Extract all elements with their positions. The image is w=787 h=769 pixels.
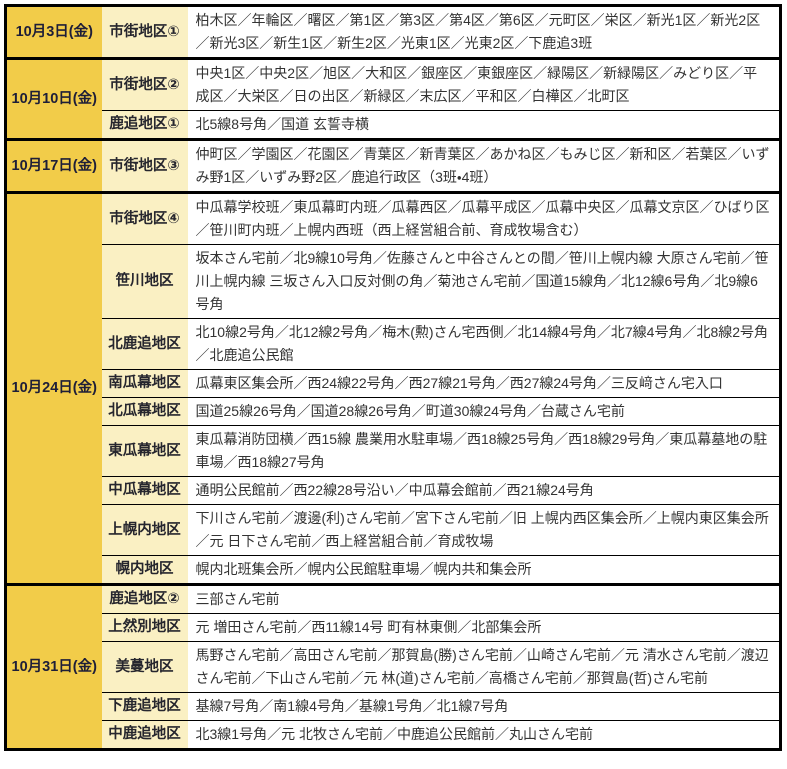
table-row: 10月3日(金) 市街地区① 柏木区／年輪区／曙区／第1区／第3区／第4区／第6… bbox=[5, 4, 781, 59]
district-cell: 中鹿追地区 bbox=[101, 720, 188, 750]
district-cell: 市街地区① bbox=[101, 4, 188, 59]
table-row: 上然別地区 元 増田さん宅前／西11線14号 町有林東側／北部集会所 bbox=[6, 613, 781, 642]
table-row: 10月10日(金) 市街地区② 中央1区／中央2区／旭区／大和区／銀座区／東銀座… bbox=[5, 57, 781, 140]
locations-cell: 通明公民館前／西22線28号沿い／中瓜幕会館前／西21線24号角 bbox=[187, 476, 781, 505]
locations-cell: 東瓜幕消防団横／西15線 農業用水駐車場／西18線25号角／西18線29号角／東… bbox=[187, 425, 781, 477]
date-cell: 10月10日(金) bbox=[5, 57, 102, 140]
table-row: 北鹿追地区 北10線2号角／北12線2号角／梅木(勲)さん宅西側／北14線4号角… bbox=[6, 318, 781, 370]
district-cell: 笹川地区 bbox=[101, 244, 188, 319]
locations-cell: 元 増田さん宅前／西11線14号 町有林東側／北部集会所 bbox=[187, 613, 781, 642]
table-row: 南瓜幕地区 瓜幕東区集会所／西24線22号角／西27線21号角／西27線24号角… bbox=[6, 369, 781, 398]
district-cell: 市街地区④ bbox=[101, 191, 188, 245]
locations-cell: 仲町区／学園区／花園区／青葉区／新青葉区／あかね区／もみじ区／新和区／若葉区／い… bbox=[187, 138, 781, 193]
table-row: 東瓜幕地区 東瓜幕消防団横／西15線 農業用水駐車場／西18線25号角／西18線… bbox=[6, 425, 781, 477]
table-row: 美蔓地区 馬野さん宅前／高田さん宅前／那賀島(勝)さん宅前／山崎さん宅前／元 清… bbox=[6, 641, 781, 693]
locations-cell: 北3線1号角／元 北牧さん宅前／中鹿追公民館前／丸山さん宅前 bbox=[187, 720, 781, 750]
locations-cell: 幌内北班集会所／幌内公民館駐車場／幌内共和集会所 bbox=[187, 555, 781, 585]
table-row: 幌内地区 幌内北班集会所／幌内公民館駐車場／幌内共和集会所 bbox=[6, 555, 781, 585]
district-cell: 市街地区② bbox=[101, 57, 188, 111]
district-cell: 美蔓地区 bbox=[101, 641, 188, 693]
locations-cell: 下川さん宅前／渡邊(利)さん宅前／宮下さん宅前／旧 上幌内西区集会所／上幌内東区… bbox=[187, 504, 781, 556]
district-cell: 幌内地区 bbox=[101, 555, 188, 585]
table-row: 北瓜幕地区 国道25線26号角／国道28線26号角／町道30線24号角／台蔵さん… bbox=[6, 397, 781, 426]
table-row: 10月17日(金) 市街地区③ 仲町区／学園区／花園区／青葉区／新青葉区／あかね… bbox=[5, 138, 781, 193]
locations-cell: 基線7号角／南1線4号角／基線1号角／北1線7号角 bbox=[187, 692, 781, 721]
date-cell: 10月3日(金) bbox=[5, 4, 102, 59]
table-row: 中鹿追地区 北3線1号角／元 北牧さん宅前／中鹿追公民館前／丸山さん宅前 bbox=[6, 720, 781, 750]
locations-cell: 国道25線26号角／国道28線26号角／町道30線24号角／台蔵さん宅前 bbox=[187, 397, 781, 426]
locations-cell: 柏木区／年輪区／曙区／第1区／第3区／第4区／第6区／元町区／栄区／新光1区／新… bbox=[187, 4, 781, 59]
date-cell: 10月31日(金) bbox=[5, 583, 102, 750]
district-cell: 下鹿追地区 bbox=[101, 692, 188, 721]
table-row: 上幌内地区 下川さん宅前／渡邊(利)さん宅前／宮下さん宅前／旧 上幌内西区集会所… bbox=[6, 504, 781, 556]
locations-cell: 北5線8号角／国道 玄誓寺横 bbox=[187, 110, 781, 140]
district-cell: 上幌内地区 bbox=[101, 504, 188, 556]
district-cell: 北瓜幕地区 bbox=[101, 397, 188, 426]
table-row: 鹿追地区① 北5線8号角／国道 玄誓寺横 bbox=[6, 110, 781, 140]
locations-cell: 三部さん宅前 bbox=[187, 583, 781, 614]
district-cell: 北鹿追地区 bbox=[101, 318, 188, 370]
district-cell: 鹿追地区② bbox=[101, 583, 188, 614]
date-cell: 10月24日(金) bbox=[5, 191, 102, 585]
district-cell: 市街地区③ bbox=[101, 138, 188, 193]
table-row: 下鹿追地区 基線7号角／南1線4号角／基線1号角／北1線7号角 bbox=[6, 692, 781, 721]
district-cell: 中瓜幕地区 bbox=[101, 476, 188, 505]
district-cell: 鹿追地区① bbox=[101, 110, 188, 140]
table-row: 10月24日(金) 市街地区④ 中瓜幕学校班／東瓜幕町内班／瓜幕西区／瓜幕平成区… bbox=[5, 191, 781, 585]
table-row: 10月31日(金) 鹿追地区② 三部さん宅前 bbox=[5, 583, 781, 750]
table-row: 中瓜幕地区 通明公民館前／西22線28号沿い／中瓜幕会館前／西21線24号角 bbox=[6, 476, 781, 505]
schedule-table: 10月3日(金) 市街地区① 柏木区／年輪区／曙区／第1区／第3区／第4区／第6… bbox=[4, 4, 782, 751]
locations-cell: 中瓜幕学校班／東瓜幕町内班／瓜幕西区／瓜幕平成区／瓜幕中央区／瓜幕文京区／ひばり… bbox=[187, 191, 781, 245]
table-row: 笹川地区 坂本さん宅前／北9線10号角／佐藤さんと中谷さんとの間／笹川上幌内線 … bbox=[6, 244, 781, 319]
locations-cell: 瓜幕東区集会所／西24線22号角／西27線21号角／西27線24号角／三反﨑さん… bbox=[187, 369, 781, 398]
district-cell: 南瓜幕地区 bbox=[101, 369, 188, 398]
schedule-sheet: 10月3日(金) 市街地区① 柏木区／年輪区／曙区／第1区／第3区／第4区／第6… bbox=[4, 4, 782, 751]
locations-cell: 坂本さん宅前／北9線10号角／佐藤さんと中谷さんとの間／笹川上幌内線 大原さん宅… bbox=[187, 244, 781, 319]
district-cell: 東瓜幕地区 bbox=[101, 425, 188, 477]
locations-cell: 北10線2号角／北12線2号角／梅木(勲)さん宅西側／北14線4号角／北7線4号… bbox=[187, 318, 781, 370]
district-cell: 上然別地区 bbox=[101, 613, 188, 642]
date-cell: 10月17日(金) bbox=[5, 138, 102, 193]
locations-cell: 馬野さん宅前／高田さん宅前／那賀島(勝)さん宅前／山崎さん宅前／元 清水さん宅前… bbox=[187, 641, 781, 693]
locations-cell: 中央1区／中央2区／旭区／大和区／銀座区／東銀座区／緑陽区／新緑陽区／みどり区／… bbox=[187, 57, 781, 111]
